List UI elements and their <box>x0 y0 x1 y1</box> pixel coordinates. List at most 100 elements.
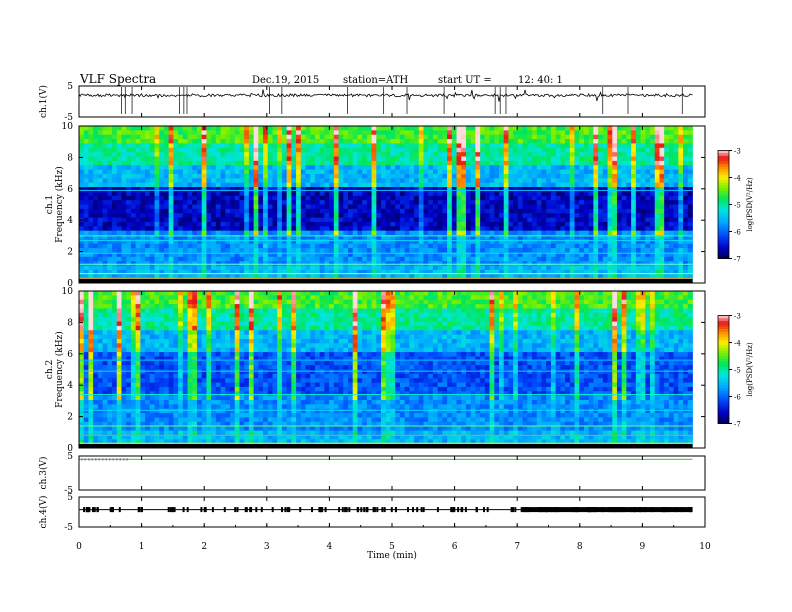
ch1-spectrogram-cell <box>319 221 325 227</box>
ch1-spectrogram-cell <box>324 195 330 201</box>
ch1-spectrogram-cell <box>593 152 599 157</box>
ch1-spectrogram-cell <box>215 265 221 271</box>
ch1-spectrogram-cell <box>607 208 613 214</box>
ch1-spectrogram-cell <box>565 221 571 227</box>
ch1-spectrogram-cell <box>484 147 490 153</box>
ch1-spectrogram-cell <box>532 261 538 266</box>
ch1-spectrogram-cell <box>503 265 509 271</box>
ch1-spectrogram-cell <box>645 252 651 258</box>
ch1-spectrogram-cell <box>550 252 557 258</box>
ch1-spectrogram-cell <box>404 156 410 162</box>
ch1-spectrogram-cell <box>442 204 448 210</box>
ch1-spectrogram-cell <box>357 178 363 184</box>
ch1-spectrogram-cell <box>178 169 184 175</box>
ch1-spectrogram-cell <box>352 134 358 140</box>
ch1-spectrogram-cell <box>664 126 670 131</box>
ch1-spectrogram-cell <box>116 165 122 171</box>
ch1-spectrogram-cell <box>211 195 217 201</box>
ch1-spectrogram-cell <box>192 226 198 232</box>
ch1-spectrogram-cell <box>130 156 137 162</box>
ch1-spectrogram-cell <box>635 239 641 245</box>
ch1-spectrogram-cell <box>404 126 410 131</box>
ch1-spectrogram-cell <box>211 169 217 175</box>
ch1-spectrogram-cell <box>470 204 476 210</box>
ch1-spectrogram-cell <box>612 126 618 131</box>
ch1-spectrogram-cell <box>465 269 472 275</box>
ch1-spectrogram-cell <box>140 248 146 253</box>
ch1-spectrogram-cell <box>678 200 684 205</box>
ch1-spectrogram-colorbar-cell <box>718 196 729 200</box>
ch2-spectrogram-cell <box>659 291 665 296</box>
ch1-spectrogram-cell <box>234 165 240 171</box>
ch1-spectrogram-cell <box>168 134 174 140</box>
ch1-spectrogram-cell <box>376 156 382 162</box>
ch1-spectrogram-cell <box>588 165 594 171</box>
ch1-spectrogram-cell <box>640 204 646 210</box>
ch1-spectrogram-cell <box>451 173 457 179</box>
ch1-spectrogram-cell <box>640 187 646 192</box>
ch1-spectrogram-cell <box>664 200 670 205</box>
ch1-spectrogram-cell <box>513 134 519 140</box>
ch2-spectrogram-cell <box>598 291 604 296</box>
ch1-spectrogram-cell <box>678 182 684 188</box>
ch1-spectrogram-cell <box>409 182 415 188</box>
ch1-spectrogram-cell <box>272 173 278 179</box>
ch1-spectrogram-cell <box>503 261 509 266</box>
ch1-spectrogram-cell <box>678 152 684 157</box>
ch1-spectrogram-cell <box>432 213 439 218</box>
ch1-spectrogram-cell <box>583 274 590 280</box>
ch1-spectrogram-cell <box>673 147 679 153</box>
ch1-spectrogram-cell <box>484 230 490 236</box>
ch1-spectrogram-cell <box>447 165 453 171</box>
ch1-spectrogram-cell <box>88 239 94 245</box>
ch1-spectrogram-cell <box>102 152 108 157</box>
ch1-spectrogram-cell <box>272 139 278 144</box>
ch1-spectrogram-cell <box>428 147 434 153</box>
ch1-spectrogram-cell <box>579 130 585 136</box>
ch1-spectrogram-cell <box>451 165 457 171</box>
ch1-spectrogram-cell <box>635 226 641 232</box>
ch1-spectrogram-cell <box>673 173 679 179</box>
ch2-spectrogram-cell <box>234 291 240 296</box>
ch1-spectrogram-cell <box>673 230 679 236</box>
ch1-spectrogram-cell <box>517 152 523 157</box>
ch1-spectrogram-colorbar-cell <box>718 247 729 251</box>
ch1-spectrogram-cell <box>112 152 118 157</box>
ch1-spectrogram-cell <box>230 204 236 210</box>
ch1-spectrogram-cell <box>263 134 269 140</box>
ch1-spectrogram-cell <box>206 173 212 179</box>
ch1-spectrogram-cell <box>343 182 349 188</box>
ch1-spectrogram-cell <box>300 126 306 131</box>
ch1-spectrogram-ytick-label: 0 <box>67 279 73 289</box>
ch1-spectrogram-cell <box>517 256 523 262</box>
ch1-spectrogram-cell <box>673 169 679 175</box>
ch1-spectrogram-cell <box>569 143 575 149</box>
ch1-spectrogram-cell <box>390 256 396 262</box>
ch1-spectrogram-cell <box>239 156 245 162</box>
ch1-spectrogram-colorbar-cell <box>718 177 729 181</box>
ch1-spectrogram-cell <box>461 261 467 266</box>
ch1-spectrogram-cell <box>527 256 533 262</box>
ch1-spectrogram-cell <box>149 274 155 280</box>
ch1-spectrogram-cell <box>390 269 396 275</box>
ch1-spectrogram-cell <box>588 130 594 136</box>
ch1-spectrogram-cell <box>555 191 561 197</box>
ch1-spectrogram-cell <box>461 191 467 197</box>
ch1-spectrogram-cell <box>550 239 557 245</box>
ch1-spectrogram-cell <box>414 204 420 210</box>
ch1-spectrogram-cell <box>385 213 391 218</box>
ch1-spectrogram-cell <box>357 235 363 240</box>
ch1-spectrogram-cell <box>366 200 372 205</box>
ch1-spectrogram-cell <box>371 169 377 175</box>
ch1-spectrogram-cell <box>631 226 637 232</box>
ch1-spectrogram-cell <box>536 156 542 162</box>
ch1-spectrogram-cell <box>102 213 108 218</box>
ch1-spectrogram-cell <box>631 152 637 157</box>
ch1-spectrogram-cell <box>683 152 689 157</box>
ch1-spectrogram-cell <box>277 252 283 258</box>
ch1-spectrogram-cell <box>522 200 528 205</box>
ch1-spectrogram-cell <box>513 156 519 162</box>
ch2-spectrogram-cell <box>253 291 259 296</box>
ch1-spectrogram-cell <box>258 265 264 271</box>
ch1-spectrogram-cell <box>390 252 396 258</box>
